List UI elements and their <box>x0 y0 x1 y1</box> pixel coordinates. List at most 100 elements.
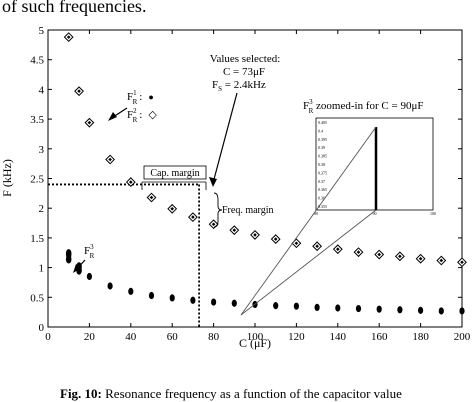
dot-point <box>190 296 196 304</box>
y-tick-label: 2 <box>39 203 45 215</box>
dot-point <box>273 302 279 310</box>
dot-point <box>418 306 424 314</box>
x-tick-label: 160 <box>371 331 388 343</box>
y-tick-label: 3 <box>39 144 45 156</box>
figure-caption: Fig. 10: Resonance frequency as a functi… <box>60 386 402 401</box>
x-tick-label: 80 <box>208 331 220 343</box>
legend-f1: F1 R: ● <box>127 89 154 106</box>
diamond-point-core <box>315 244 319 249</box>
x-axis-title: C (μF) <box>239 336 271 350</box>
diamond-point-core <box>253 233 257 237</box>
cap-margin-label: Cap. margin <box>150 168 199 179</box>
diamond-point-core <box>87 120 92 125</box>
values-selected-arrowhead <box>209 177 217 187</box>
diamond-point-core <box>418 256 423 261</box>
inset-y-tick-label: 0.405 <box>318 120 327 125</box>
dot-point <box>293 302 299 310</box>
data-marks <box>63 32 467 315</box>
x-tick-label: 0 <box>45 331 51 343</box>
inset-x-tick-label: 100 <box>430 211 436 216</box>
y-tick-label: 2.5 <box>30 174 44 186</box>
values-selected-annotation: Values selected: C = 73μF FS = 2.4kHz <box>209 53 280 187</box>
dot-point <box>438 307 444 315</box>
inset-y-tick-label: 0.38 <box>318 162 325 167</box>
freq-margin-annotation: Freq. margin <box>213 192 273 228</box>
inset-y-tick-label: 0.385 <box>318 154 327 159</box>
dot-point <box>128 287 134 295</box>
legend-f2: F2 R: ◇ <box>127 107 157 124</box>
legend: F1 R: ● F2 R: ◇ F3 R <box>73 89 157 273</box>
dot-point <box>65 249 72 258</box>
inset-y-tick-label: 0.365 <box>318 187 327 192</box>
y-tick-label: 1 <box>39 263 45 275</box>
y-tick-label: 1.5 <box>30 233 44 245</box>
dot-point <box>314 303 320 311</box>
dot-point <box>65 255 72 264</box>
zoom-inset-frame <box>315 117 434 211</box>
y-tick-label: 3.5 <box>30 114 44 126</box>
dot-point <box>376 305 382 313</box>
diamond-point-core <box>294 241 299 246</box>
diamond-point-core <box>273 237 278 241</box>
values-selected-title: Values selected: <box>210 53 281 65</box>
zoom-inset-title: F3 R zoomed-in for C = 90μF <box>303 98 423 115</box>
diamond-point-core <box>129 180 133 184</box>
y-tick-label: 5 <box>39 25 45 37</box>
dot-point <box>148 291 155 300</box>
dot-point <box>211 298 217 306</box>
diamond-point-core <box>356 250 361 254</box>
diamond-point-core <box>336 247 340 251</box>
x-tick-label: 120 <box>288 331 305 343</box>
diamond-point-core <box>66 35 71 39</box>
inset-y-tick-label: 0.37 <box>318 179 325 184</box>
y-tick-label: 4 <box>39 84 45 96</box>
dot-point <box>107 282 113 290</box>
diamond-point-core <box>191 215 195 219</box>
dot-point <box>335 304 341 312</box>
y-tick-label: 4.5 <box>30 55 44 67</box>
x-tick-label: 140 <box>330 331 347 343</box>
diamond-point-core <box>439 258 444 263</box>
x-tick-label: 180 <box>412 331 429 343</box>
dot-point <box>169 294 175 302</box>
y-tick-label: 0.5 <box>30 292 44 304</box>
inset-x-tick-label: 80 <box>314 211 318 216</box>
inset-y-tick-label: 0.355 <box>318 204 327 209</box>
zoom-connector-bottom <box>240 209 377 316</box>
axis-ticks: 0 20 40 60 80 100 120 140 160 180 200 0 0.5 1 1.5 2 2.5 3… <box>30 25 471 343</box>
y-axis-title: F (kHz) <box>0 159 14 197</box>
cap-margin-annotation: Cap. margin <box>141 165 207 190</box>
inset-y-tick-label: 0.36 <box>318 196 325 201</box>
dot-point <box>397 306 403 314</box>
diamond-point-core <box>377 252 381 257</box>
x-tick-label: 100 <box>247 331 264 343</box>
diamond-point-core <box>149 195 154 200</box>
x-tick-label: 20 <box>84 331 96 343</box>
legend-arrowhead <box>108 112 117 121</box>
values-selected-capacitance: C = 73μF <box>223 66 265 78</box>
x-tick-label: 40 <box>125 331 137 343</box>
zoom-connector-top <box>240 126 377 316</box>
values-selected-arrow <box>212 92 238 184</box>
inset-x-tick-label: 90 <box>373 211 377 216</box>
zoom-inset: F3 R zoomed-in for C = 90μF 80 90 100 0.405 0… <box>240 98 436 316</box>
dot-point <box>355 304 362 313</box>
dot-point <box>459 307 465 315</box>
values-selected-frequency: FS = 2.4kHz <box>212 79 266 93</box>
dot-point <box>86 272 92 281</box>
diamond-point-core <box>77 89 81 93</box>
diamond-point-core <box>398 254 402 259</box>
inset-y-tick-label: 0.39 <box>318 145 325 150</box>
diamond-point-core <box>232 228 237 232</box>
inset-y-tick-label: 0.375 <box>318 170 327 175</box>
dot-point <box>231 299 237 307</box>
inset-y-tick-label: 0.395 <box>318 137 327 142</box>
diamond-point-core <box>211 222 216 227</box>
x-tick-label: 200 <box>454 331 471 343</box>
diamond-point-core <box>108 157 112 162</box>
diamond-point-core <box>460 260 464 265</box>
legend-f3: F3 R <box>84 243 95 260</box>
freq-margin-label: Freq. margin <box>222 205 273 216</box>
diamond-point-core <box>170 206 174 211</box>
